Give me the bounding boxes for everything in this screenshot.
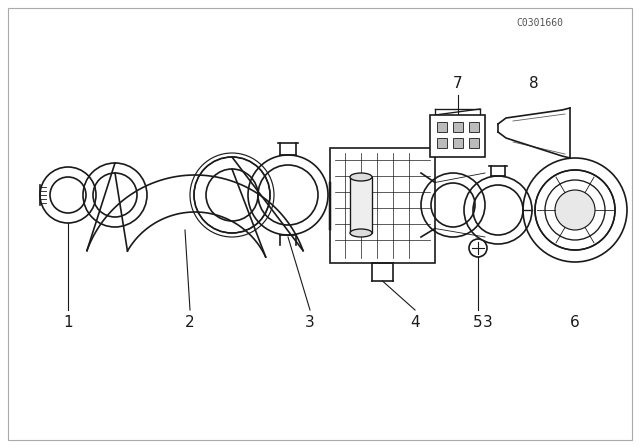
Bar [350, 177, 372, 233]
Ellipse shape [350, 173, 372, 181]
Text: 3: 3 [483, 314, 493, 329]
Bar [430, 115, 485, 157]
Ellipse shape [350, 229, 372, 237]
Bar [469, 138, 479, 148]
Bar [453, 138, 463, 148]
Bar [469, 122, 479, 132]
Text: 7: 7 [452, 76, 462, 90]
Text: C0301660: C0301660 [516, 18, 563, 28]
Bar [330, 148, 435, 263]
Text: 2: 2 [185, 314, 195, 329]
Text: 4: 4 [410, 314, 420, 329]
Bar [437, 138, 447, 148]
Text: 5: 5 [473, 314, 483, 329]
Bar [453, 122, 463, 132]
Text: 3: 3 [305, 314, 315, 329]
Text: 8: 8 [529, 76, 539, 90]
Circle shape [469, 239, 487, 257]
Bar [437, 122, 447, 132]
Text: 6: 6 [570, 314, 580, 329]
Circle shape [555, 190, 595, 230]
Text: 1: 1 [63, 314, 73, 329]
